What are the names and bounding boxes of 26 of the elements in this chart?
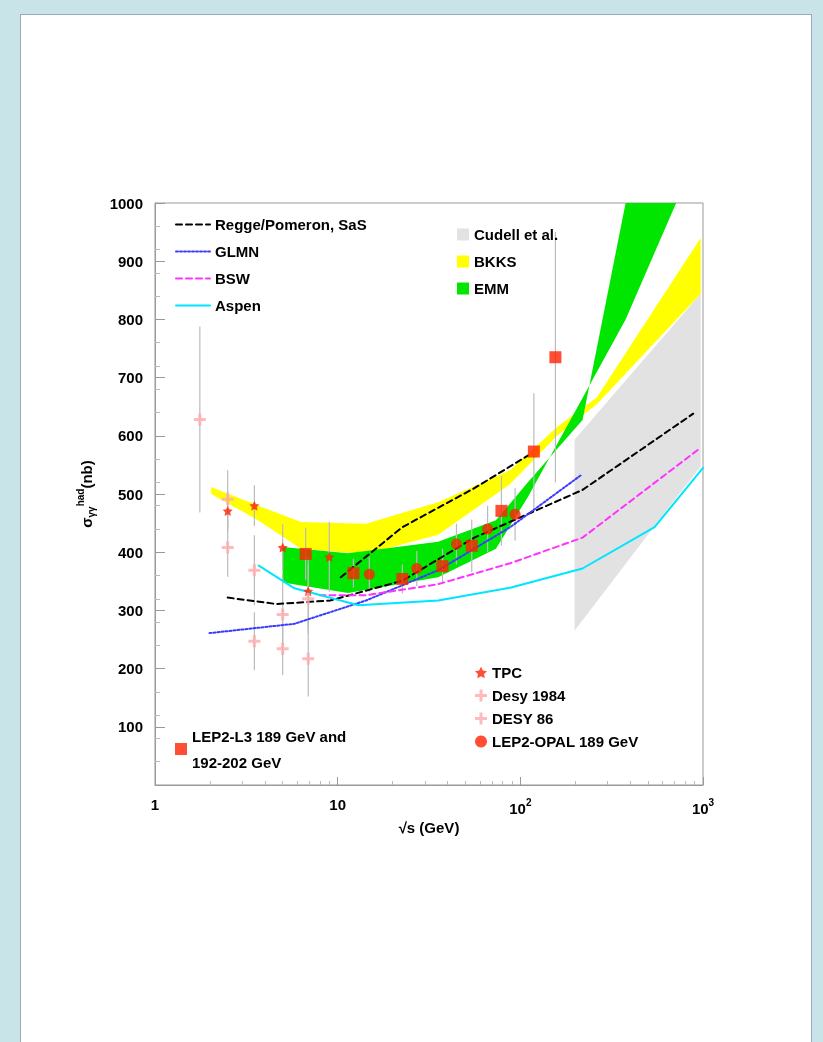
- legend-label: Regge/Pomeron, SaS: [215, 216, 367, 233]
- y-tick-label: 600: [117, 427, 143, 445]
- x-axis-title: √s (GeV): [398, 819, 460, 837]
- legend-label: BKKS: [474, 253, 517, 270]
- legend-label: LEP2-L3 189 GeV and 192-202 GeV: [192, 727, 351, 771]
- legend-label: LEP2-OPAL 189 GeV: [492, 733, 639, 750]
- y-tick-label: 100: [117, 718, 143, 736]
- y-tick-label: 900: [117, 252, 143, 270]
- y-tick-label: 200: [117, 660, 143, 678]
- legend-label: Aspen: [215, 297, 261, 314]
- y-tick-label: 800: [117, 310, 143, 328]
- x-tick-label: 1: [150, 796, 160, 813]
- legend-label: BSW: [215, 270, 251, 287]
- legend-label: Cudell et al.: [474, 226, 559, 243]
- legend-label: DESY 86: [492, 710, 554, 727]
- legend-label: TPC: [492, 664, 523, 681]
- x-tick-label: 10: [329, 796, 347, 813]
- legend-label: GLMN: [215, 243, 260, 260]
- y-axis-title: σγγhad(nb): [74, 460, 97, 528]
- y-tick-label: 1000: [109, 194, 143, 212]
- y-tick-label: 400: [117, 543, 143, 561]
- y-tick-label: 500: [117, 485, 143, 503]
- y-tick-label: 700: [117, 369, 143, 387]
- legend-label: EMM: [474, 280, 509, 297]
- y-tick-label: 300: [117, 601, 143, 619]
- legend-label: Desy 1984: [492, 687, 567, 704]
